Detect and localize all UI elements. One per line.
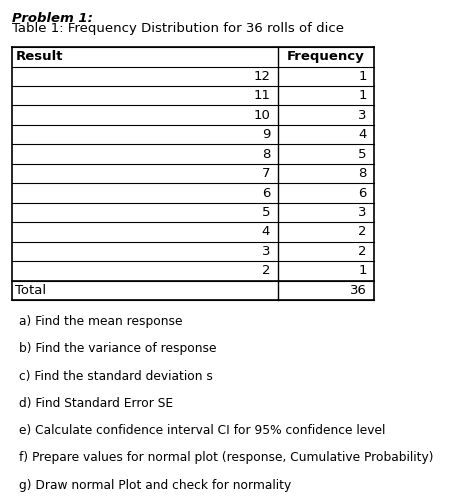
Text: 2: 2	[358, 245, 366, 258]
Text: f) Prepare values for normal plot (response, Cumulative Probability): f) Prepare values for normal plot (respo…	[19, 451, 434, 464]
Text: g) Draw normal Plot and check for normality: g) Draw normal Plot and check for normal…	[19, 479, 291, 492]
Text: 4: 4	[262, 226, 270, 239]
Text: 12: 12	[253, 70, 270, 83]
Text: 6: 6	[358, 186, 366, 199]
Text: Table 1: Frequency Distribution for 36 rolls of dice: Table 1: Frequency Distribution for 36 r…	[12, 22, 343, 35]
Text: b) Find the variance of response: b) Find the variance of response	[19, 342, 217, 355]
Text: 3: 3	[358, 109, 366, 122]
Text: 8: 8	[262, 148, 270, 161]
Text: 2: 2	[358, 226, 366, 239]
Text: 8: 8	[358, 167, 366, 180]
Text: 1: 1	[358, 89, 366, 102]
Text: 5: 5	[262, 206, 270, 219]
Text: Total: Total	[15, 284, 47, 297]
Text: 11: 11	[253, 89, 270, 102]
Text: e) Calculate confidence interval CI for 95% confidence level: e) Calculate confidence interval CI for …	[19, 424, 386, 437]
Text: 6: 6	[262, 186, 270, 199]
Text: 5: 5	[358, 148, 366, 161]
Text: 3: 3	[262, 245, 270, 258]
Text: c) Find the standard deviation s: c) Find the standard deviation s	[19, 370, 213, 382]
Text: 1: 1	[358, 264, 366, 277]
Text: 9: 9	[262, 128, 270, 141]
Text: Problem 1:: Problem 1:	[12, 12, 93, 25]
Text: 3: 3	[358, 206, 366, 219]
Text: 4: 4	[358, 128, 366, 141]
Text: 10: 10	[253, 109, 270, 122]
Text: 1: 1	[358, 70, 366, 83]
Text: Result: Result	[15, 51, 63, 63]
Text: Frequency: Frequency	[287, 51, 365, 63]
Text: 2: 2	[262, 264, 270, 277]
Text: 7: 7	[262, 167, 270, 180]
Text: a) Find the mean response: a) Find the mean response	[19, 315, 183, 328]
Text: d) Find Standard Error SE: d) Find Standard Error SE	[19, 397, 173, 410]
Text: 36: 36	[350, 284, 366, 297]
